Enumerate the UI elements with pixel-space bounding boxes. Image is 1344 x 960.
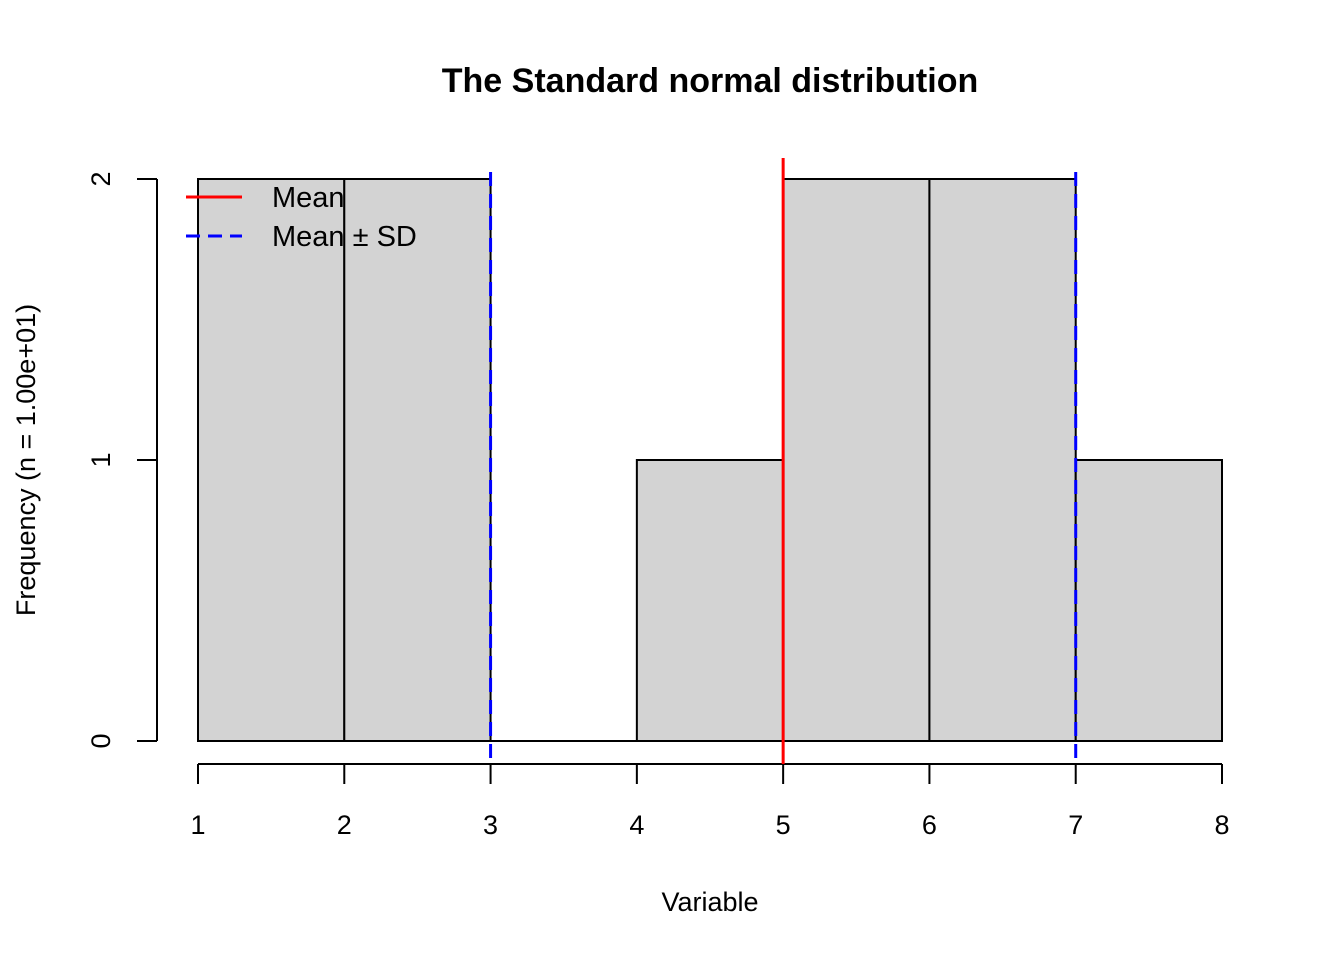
- x-tick-label: 6: [922, 810, 937, 840]
- histogram-bar: [928, 178, 1077, 742]
- x-tick-label: 4: [629, 810, 644, 840]
- histogram-bar: [635, 459, 785, 742]
- y-axis-label: Frequency (n = 1.00e+01): [11, 304, 41, 616]
- legend-label: Mean: [272, 182, 345, 214]
- reference-lines-layer: [489, 158, 1078, 764]
- x-tick-label: 8: [1214, 810, 1229, 840]
- chart-title: The Standard normal distribution: [442, 62, 978, 100]
- x-tick-label: 3: [483, 810, 498, 840]
- legend: Mean Mean ± SD: [186, 182, 417, 253]
- y-tick-label: 2: [86, 171, 116, 186]
- x-tick-label: 5: [776, 810, 791, 840]
- histogram-bar: [1074, 459, 1223, 742]
- x-tick-label: 1: [190, 810, 205, 840]
- y-tick-label: 1: [86, 452, 116, 467]
- x-axis-label: Variable: [661, 887, 758, 917]
- legend-label: Mean ± SD: [272, 221, 417, 253]
- bars-layer: [197, 178, 1223, 742]
- histogram-bar: [197, 178, 346, 742]
- axes-layer: 1 2 3 4 5 6 7 8 0 1 2: [86, 171, 1230, 840]
- x-tick-label: 7: [1068, 810, 1083, 840]
- histogram-bar: [782, 178, 931, 742]
- y-tick-label: 0: [86, 733, 116, 748]
- x-tick-label: 2: [337, 810, 352, 840]
- histogram-bar: [343, 178, 492, 742]
